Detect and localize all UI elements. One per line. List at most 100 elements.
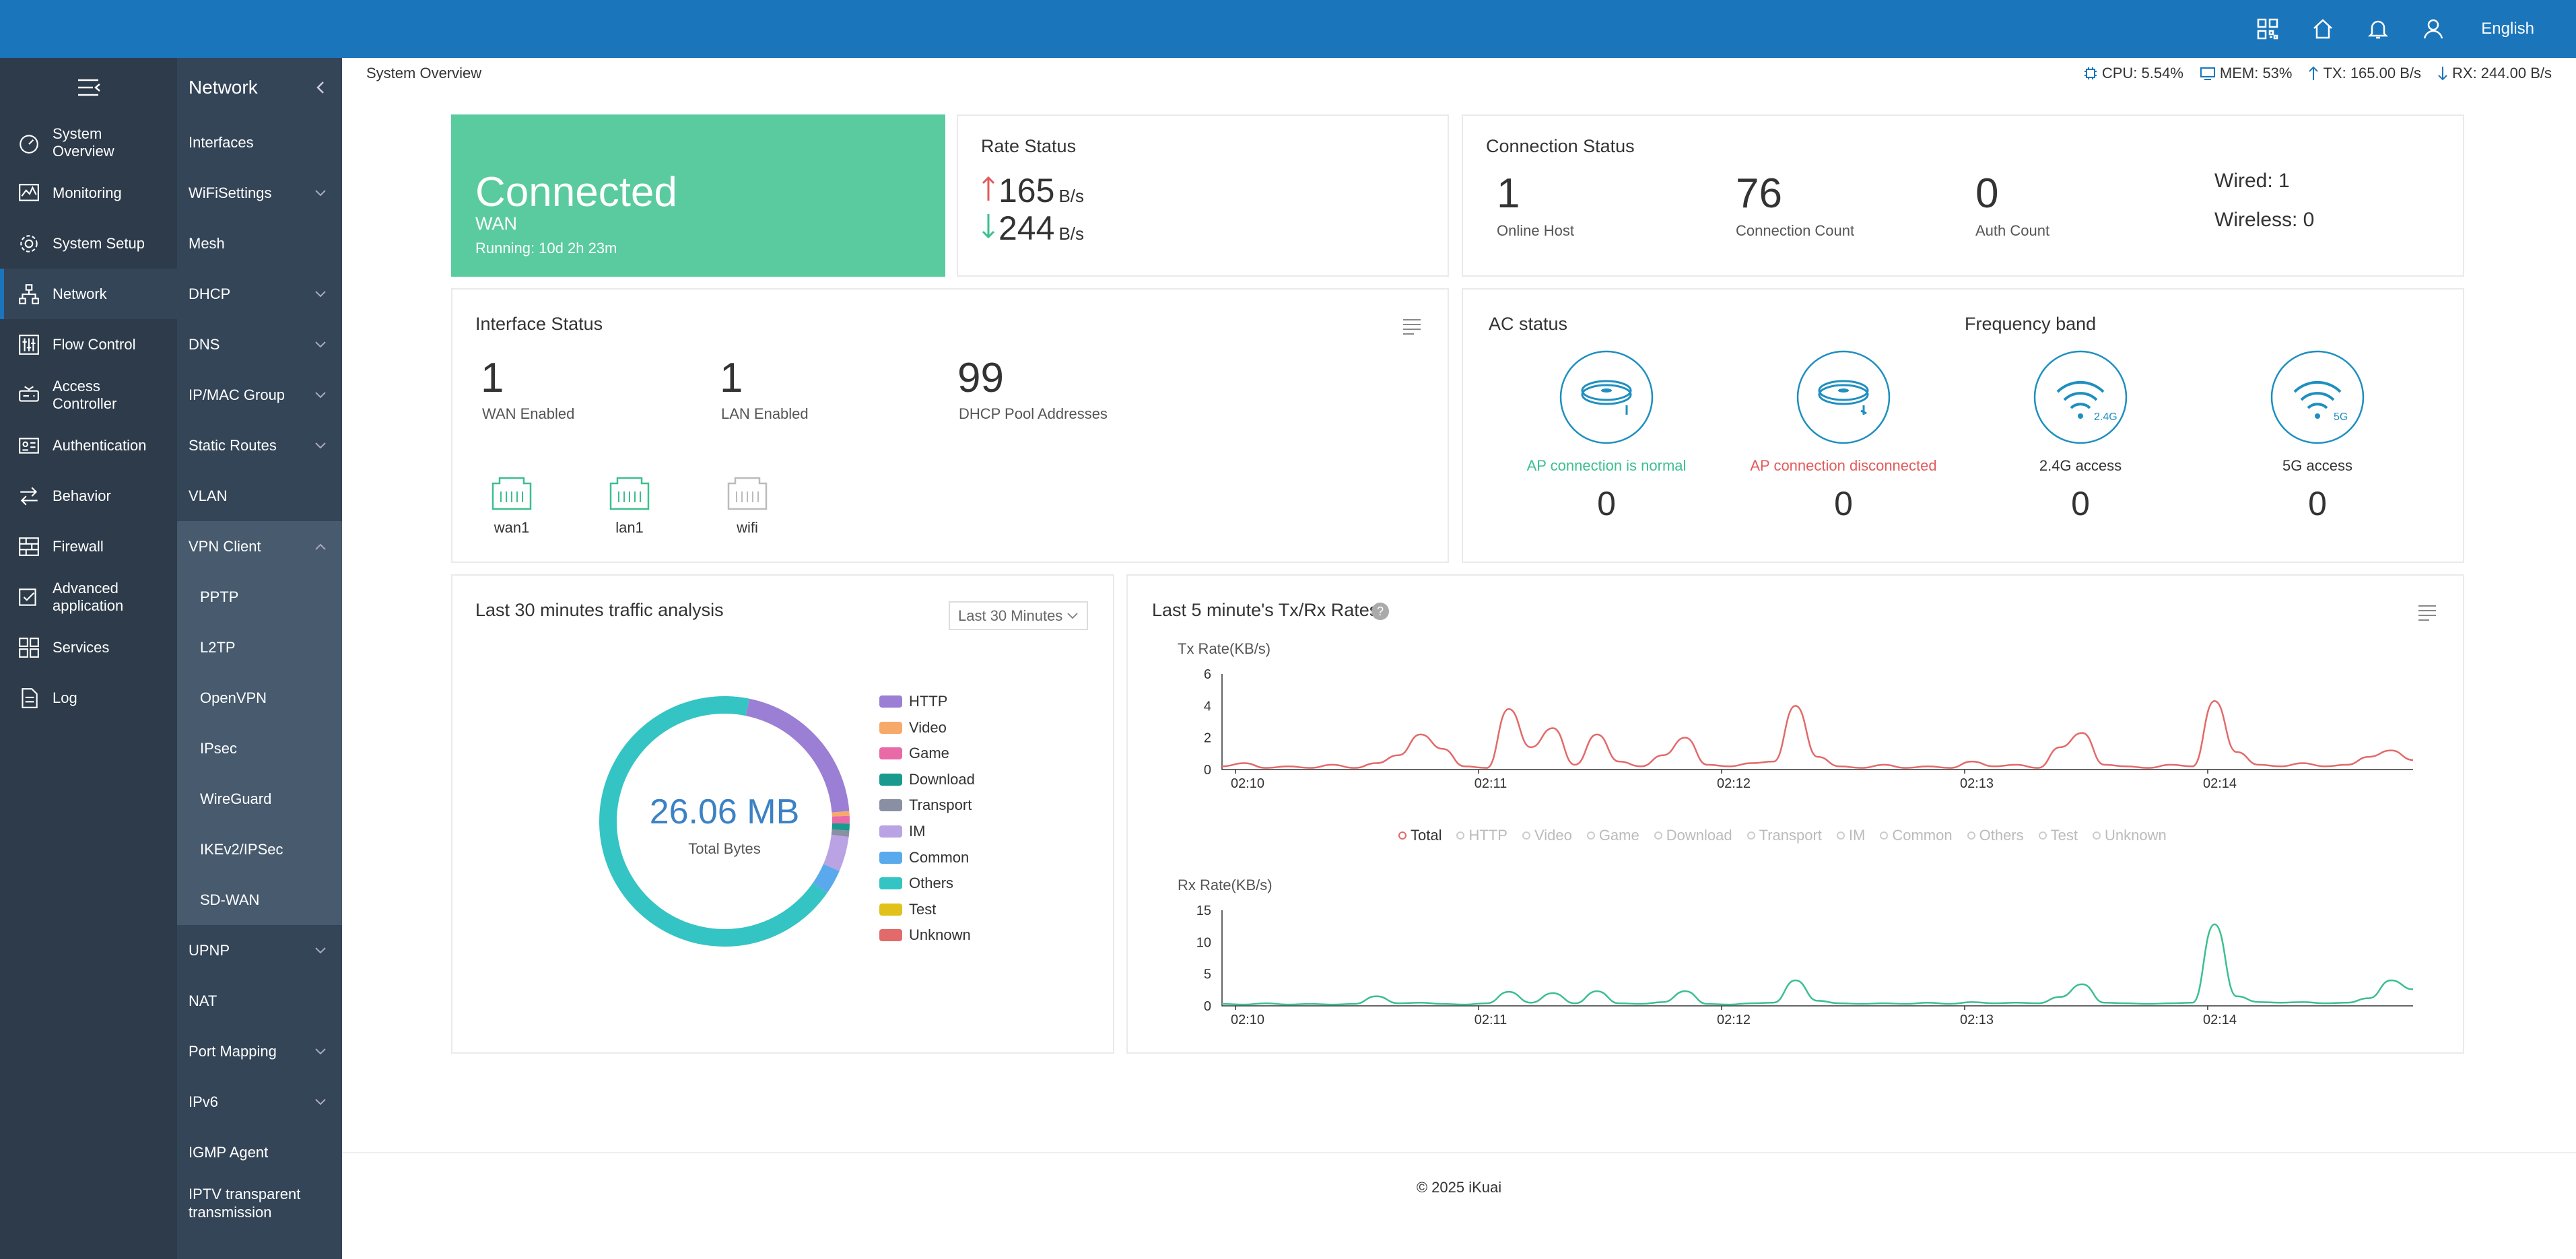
legend-item-im[interactable]: IM bbox=[1836, 827, 1865, 844]
cpu-stat: CPU: 5.54% bbox=[2083, 65, 2183, 82]
legend-item-total[interactable]: Total bbox=[1398, 827, 1442, 844]
connection-type: WAN bbox=[475, 213, 517, 234]
legend-item-download[interactable]: Download bbox=[1654, 827, 1732, 844]
menu-lines-icon[interactable] bbox=[2417, 604, 2437, 621]
tx-rate-chart: 0 2 4 6 02:10 02:11 02:12 02:13 02:14 0 5 10 15 02:10… bbox=[1196, 667, 2414, 1027]
subnav-subitem-sd-wan[interactable]: SD-WAN bbox=[177, 875, 342, 925]
access-point-icon bbox=[1559, 350, 1654, 444]
frequency-band-title: Frequency band bbox=[1965, 314, 2097, 334]
legend-swatch bbox=[879, 903, 902, 916]
subnav-item-dhcp[interactable]: DHCP bbox=[177, 269, 342, 319]
legend-item-im[interactable]: IM bbox=[879, 823, 925, 840]
subnav-subitem-ipsec[interactable]: IPsec bbox=[177, 723, 342, 774]
nav-item-system-setup[interactable]: System Setup bbox=[0, 218, 177, 269]
legend-item-video[interactable]: Video bbox=[879, 719, 947, 737]
subnav-subitem-l2tp[interactable]: L2TP bbox=[177, 622, 342, 673]
nav-item-network[interactable]: Network bbox=[0, 269, 177, 319]
legend-item-others[interactable]: Others bbox=[1967, 827, 2024, 844]
port-lan1[interactable]: lan1 bbox=[605, 471, 654, 537]
slice-common[interactable] bbox=[813, 864, 840, 893]
legend-item-unknown[interactable]: Unknown bbox=[879, 926, 971, 944]
y-tick-label: 4 bbox=[1204, 699, 1211, 714]
nav-item-label: Log bbox=[53, 689, 77, 706]
legend-item-transport[interactable]: Transport bbox=[879, 796, 972, 814]
subnav-item-vpn-client[interactable]: VPN Client bbox=[177, 521, 342, 572]
nav-item-services[interactable]: Services bbox=[0, 622, 177, 673]
legend-item-video[interactable]: Video bbox=[1522, 827, 1572, 844]
subnav-subitem-openvpn[interactable]: OpenVPN bbox=[177, 673, 342, 723]
subnav-item-mesh[interactable]: Mesh bbox=[177, 218, 342, 269]
nav-item-access-controller[interactable]: Access Controller bbox=[0, 370, 177, 420]
chevron-down-icon bbox=[314, 1043, 327, 1060]
subnav-subitem-pptp[interactable]: PPTP bbox=[177, 572, 342, 622]
menu-collapse-icon[interactable] bbox=[0, 58, 177, 117]
subnav-item-static-routes[interactable]: Static Routes bbox=[177, 420, 342, 471]
nav-item-system-overview[interactable]: System Overview bbox=[0, 117, 177, 168]
legend-item-http[interactable]: HTTP bbox=[1456, 827, 1507, 844]
slice-video[interactable] bbox=[832, 811, 850, 817]
slice-game[interactable] bbox=[832, 815, 850, 824]
chevron-up-icon bbox=[314, 538, 327, 555]
chart-axis bbox=[1221, 910, 2413, 1007]
subnav-item-interfaces[interactable]: Interfaces bbox=[177, 117, 342, 168]
subnav-item-vlan[interactable]: VLAN bbox=[177, 471, 342, 521]
legend-item-transport[interactable]: Transport bbox=[1747, 827, 1822, 844]
legend-item-game[interactable]: Game bbox=[879, 745, 949, 762]
subnav-item-port-mapping[interactable]: Port Mapping bbox=[177, 1026, 342, 1077]
collapse-chevron-icon[interactable] bbox=[315, 80, 326, 95]
nav-item-monitoring[interactable]: Monitoring bbox=[0, 168, 177, 218]
online-host-count: 1 bbox=[1497, 170, 1520, 217]
legend-item-game[interactable]: Game bbox=[1586, 827, 1639, 844]
legend-item-common[interactable]: Common bbox=[1880, 827, 1953, 844]
series-line-total[interactable] bbox=[1221, 700, 2414, 769]
port-wan1[interactable]: wan1 bbox=[487, 471, 537, 537]
nav-item-authentication[interactable]: Authentication bbox=[0, 420, 177, 471]
slice-transport[interactable] bbox=[831, 829, 850, 838]
connection-running: Running: 10d 2h 23m bbox=[475, 240, 617, 257]
monitor-icon bbox=[15, 179, 43, 207]
port-wifi[interactable]: wifi bbox=[722, 471, 772, 537]
subnav-subitem-wireguard[interactable]: WireGuard bbox=[177, 774, 342, 824]
legend-item-others[interactable]: Others bbox=[879, 875, 953, 892]
legend-dot bbox=[1967, 831, 1975, 840]
legend-item-unknown[interactable]: Unknown bbox=[2093, 827, 2167, 844]
ethernet-port-icon bbox=[609, 477, 650, 510]
subnav-item-dns[interactable]: DNS bbox=[177, 319, 342, 370]
nav-item-advanced-application[interactable]: Advanced application bbox=[0, 572, 177, 622]
subnav-item-upnp[interactable]: UPNP bbox=[177, 925, 342, 976]
subnav-item-ip-mac-group[interactable]: IP/MAC Group bbox=[177, 370, 342, 420]
subnav-item-iptv-transparent-transmission[interactable]: IPTV transparent transmission bbox=[177, 1178, 342, 1228]
legend-item-http[interactable]: HTTP bbox=[879, 693, 947, 710]
slice-im[interactable] bbox=[823, 834, 849, 871]
nav-item-behavior[interactable]: Behavior bbox=[0, 471, 177, 521]
slice-download[interactable] bbox=[832, 823, 850, 831]
home-icon[interactable] bbox=[2303, 9, 2342, 48]
legend-item-download[interactable]: Download bbox=[879, 771, 975, 788]
ac-item-label: AP connection disconnected bbox=[1750, 457, 1937, 474]
series-line-total[interactable] bbox=[1221, 923, 2414, 1006]
chevron-down-icon bbox=[314, 386, 327, 404]
subnav-item-ipv6[interactable]: IPv6 bbox=[177, 1077, 342, 1127]
bell-icon[interactable] bbox=[2359, 9, 2398, 48]
subnav-item-nat[interactable]: NAT bbox=[177, 976, 342, 1026]
nav-item-flow-control[interactable]: Flow Control bbox=[0, 319, 177, 370]
subnav-item-igmp-agent[interactable]: IGMP Agent bbox=[177, 1127, 342, 1178]
nav-item-firewall[interactable]: Firewall bbox=[0, 521, 177, 572]
services-icon bbox=[15, 634, 43, 662]
time-range-select[interactable]: Last 30 Minutes bbox=[949, 601, 1088, 630]
qrcode-icon[interactable] bbox=[2248, 9, 2287, 48]
legend-item-test[interactable]: Test bbox=[879, 901, 936, 918]
y-tick-label: 15 bbox=[1196, 904, 1211, 918]
language-selector[interactable]: English bbox=[2481, 20, 2534, 38]
nav-item-log[interactable]: Log bbox=[0, 673, 177, 723]
user-icon[interactable] bbox=[2414, 9, 2453, 48]
subnav-subitem-ikev2-ipsec[interactable]: IKEv2/IPSec bbox=[177, 824, 342, 875]
subnav-item-label: Static Routes bbox=[189, 436, 277, 454]
legend-label: Common bbox=[909, 848, 970, 866]
subnav-item-wifisettings[interactable]: WiFiSettings bbox=[177, 168, 342, 218]
legend-item-common[interactable]: Common bbox=[879, 849, 969, 866]
legend-item-test[interactable]: Test bbox=[2038, 827, 2078, 844]
help-icon[interactable]: ? bbox=[1371, 603, 1389, 620]
slice-http[interactable] bbox=[745, 698, 850, 813]
menu-lines-icon[interactable] bbox=[1402, 318, 1422, 335]
